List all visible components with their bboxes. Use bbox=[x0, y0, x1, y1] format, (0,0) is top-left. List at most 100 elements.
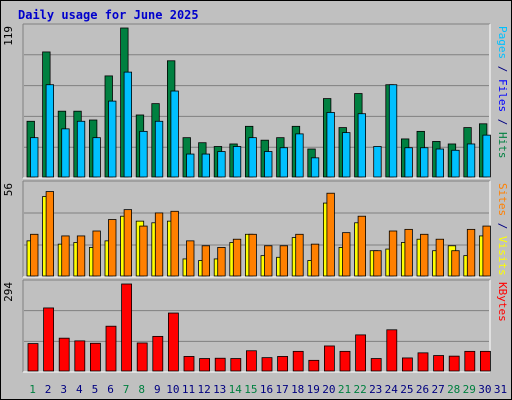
bar-sites-1 bbox=[30, 233, 39, 277]
bar-kbytes-2 bbox=[43, 307, 54, 372]
bar-files-30 bbox=[482, 134, 491, 178]
bar-sites-20 bbox=[326, 192, 335, 277]
bar-kbytes-4 bbox=[74, 340, 86, 372]
x-tick-label: 24 bbox=[385, 383, 399, 396]
bar-kbytes-18 bbox=[292, 350, 304, 372]
bar-sites-6 bbox=[108, 219, 117, 277]
bar-kbytes-6 bbox=[105, 325, 117, 372]
bar-kbytes-11 bbox=[183, 356, 195, 372]
bar-sites-16 bbox=[264, 245, 273, 277]
x-tick-label: 26 bbox=[416, 383, 429, 396]
x-tick-label: 19 bbox=[307, 383, 320, 396]
bar-sites-13 bbox=[217, 247, 226, 277]
bar-files-1 bbox=[30, 137, 39, 178]
bar-kbytes-25 bbox=[401, 357, 413, 372]
x-tick-label: 8 bbox=[138, 383, 145, 396]
bar-kbytes-23 bbox=[370, 358, 382, 372]
x-tick-label: 22 bbox=[353, 383, 366, 396]
bar-sites-14 bbox=[232, 238, 242, 277]
bar-sites-19 bbox=[310, 243, 320, 277]
x-tick-label: 25 bbox=[400, 383, 413, 396]
bar-files-19 bbox=[310, 157, 320, 178]
bar-files-18 bbox=[295, 133, 304, 178]
bar-kbytes-20 bbox=[323, 345, 335, 372]
x-tick-label: 6 bbox=[107, 383, 114, 396]
bar-files-29 bbox=[466, 143, 476, 178]
bar-sites-15 bbox=[248, 233, 257, 277]
bar-files-25 bbox=[404, 147, 413, 178]
bar-sites-24 bbox=[388, 230, 398, 277]
x-tick-label: 28 bbox=[447, 383, 460, 396]
bar-files-11 bbox=[186, 153, 195, 178]
bar-files-24 bbox=[388, 84, 398, 178]
x-tick-label: 2 bbox=[45, 383, 52, 396]
x-tick-label: 17 bbox=[275, 383, 288, 396]
bar-files-6 bbox=[108, 100, 117, 178]
bar-kbytes-9 bbox=[152, 335, 164, 372]
bar-sites-11 bbox=[186, 240, 195, 277]
series-legend-1: Pages / Files / Hits bbox=[496, 26, 509, 159]
x-tick-label: 12 bbox=[197, 383, 210, 396]
bar-files-15 bbox=[248, 137, 257, 178]
x-tick-label: 18 bbox=[291, 383, 304, 396]
x-tick-label: 13 bbox=[213, 383, 226, 396]
x-tick-label: 14 bbox=[229, 383, 243, 396]
bar-sites-17 bbox=[279, 245, 289, 277]
x-tick-label: 5 bbox=[92, 383, 99, 396]
x-tick-label: 20 bbox=[322, 383, 335, 396]
bar-kbytes-29 bbox=[464, 350, 476, 372]
series-legend-3: KBytes bbox=[496, 282, 509, 322]
bar-kbytes-17 bbox=[277, 356, 289, 372]
bar-sites-7 bbox=[123, 209, 132, 277]
x-tick-label: 21 bbox=[338, 383, 351, 396]
x-tick-label: 1 bbox=[29, 383, 36, 396]
bar-files-13 bbox=[217, 151, 226, 178]
bar-kbytes-12 bbox=[199, 358, 211, 372]
x-tick-label: 27 bbox=[431, 383, 444, 396]
x-tick-label: 15 bbox=[244, 383, 257, 396]
y-max-label-2: 56 bbox=[2, 183, 15, 196]
bar-sites-21 bbox=[342, 232, 351, 277]
bar-files-2 bbox=[45, 84, 54, 178]
bar-sites-25 bbox=[404, 228, 413, 277]
bar-files-7 bbox=[123, 71, 132, 178]
bar-files-9 bbox=[154, 120, 164, 178]
bar-files-8 bbox=[139, 130, 148, 178]
x-tick-label: 11 bbox=[182, 383, 195, 396]
bar-kbytes-14 bbox=[230, 358, 242, 372]
bar-kbytes-30 bbox=[479, 350, 491, 372]
bar-kbytes-15 bbox=[245, 350, 257, 372]
bar-sites-18 bbox=[295, 233, 304, 277]
bar-sites-2 bbox=[45, 191, 54, 277]
bar-files-3 bbox=[61, 128, 70, 178]
x-tick-label: 7 bbox=[123, 383, 130, 396]
bar-kbytes-8 bbox=[136, 342, 148, 372]
chart-title: Daily usage for June 2025 bbox=[18, 8, 199, 22]
bar-kbytes-27 bbox=[433, 355, 445, 372]
bar-sites-26 bbox=[420, 233, 429, 277]
bar-sites-8 bbox=[139, 225, 148, 277]
bar-files-16 bbox=[264, 151, 273, 178]
bar-kbytes-3 bbox=[58, 337, 70, 372]
x-tick-label: 10 bbox=[166, 383, 179, 396]
bar-sites-23 bbox=[373, 250, 382, 277]
bar-files-17 bbox=[279, 147, 289, 178]
x-tick-label: 31 bbox=[494, 383, 507, 396]
bar-files-14 bbox=[232, 146, 242, 178]
bar-files-20 bbox=[326, 112, 335, 178]
bar-kbytes-10 bbox=[167, 312, 179, 372]
bar-sites-30 bbox=[482, 225, 491, 277]
bar-sites-29 bbox=[466, 228, 476, 277]
x-tick-label: 16 bbox=[260, 383, 273, 396]
bar-files-5 bbox=[92, 137, 101, 178]
y-max-label-3: 294 bbox=[2, 282, 15, 302]
bar-kbytes-19 bbox=[308, 359, 320, 372]
bar-kbytes-24 bbox=[386, 329, 398, 372]
bar-kbytes-1 bbox=[27, 343, 39, 372]
bar-files-22 bbox=[357, 113, 367, 178]
x-tick-label: 9 bbox=[154, 383, 161, 396]
bar-files-28 bbox=[451, 149, 460, 178]
bar-files-26 bbox=[420, 147, 429, 178]
bar-kbytes-5 bbox=[90, 342, 101, 372]
